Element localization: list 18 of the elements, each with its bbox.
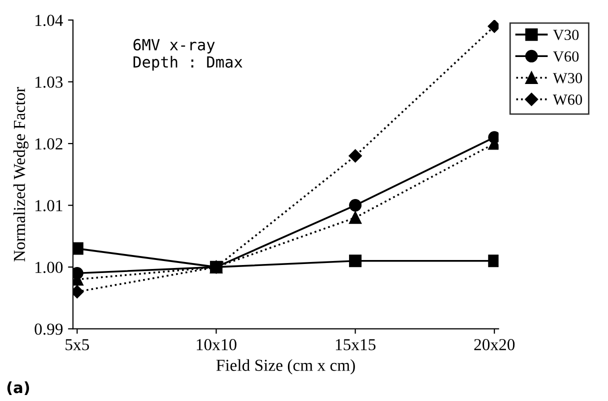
x-tick-label: 5x5: [66, 339, 89, 350]
y-tick-label: 1.03: [36, 76, 63, 88]
legend-label: V30: [553, 30, 579, 40]
x-tick-label: 20x20: [474, 339, 515, 350]
x-tick-label: 10x10: [196, 339, 236, 350]
y-tick-label: 1.04: [36, 14, 63, 26]
legend-label: W30: [552, 72, 582, 84]
legend-label: W60: [552, 94, 582, 105]
y-tick-label: 1.01: [36, 200, 62, 212]
legend-label: V60: [553, 51, 579, 62]
annotation: 6MV x-ray Depth : Dmax: [134, 38, 242, 71]
x-axis-title: Field Size (cm x cm): [216, 359, 355, 374]
x-tick-label: 15x15: [336, 339, 376, 350]
y-tick-label: 0.99: [34, 324, 63, 335]
text: (a): [7, 381, 30, 395]
y-tick-label: 1.02: [36, 138, 62, 150]
y-axis-title: Normalized Wedge Factor: [13, 87, 29, 262]
y-tick-label: 1.00: [36, 262, 63, 274]
